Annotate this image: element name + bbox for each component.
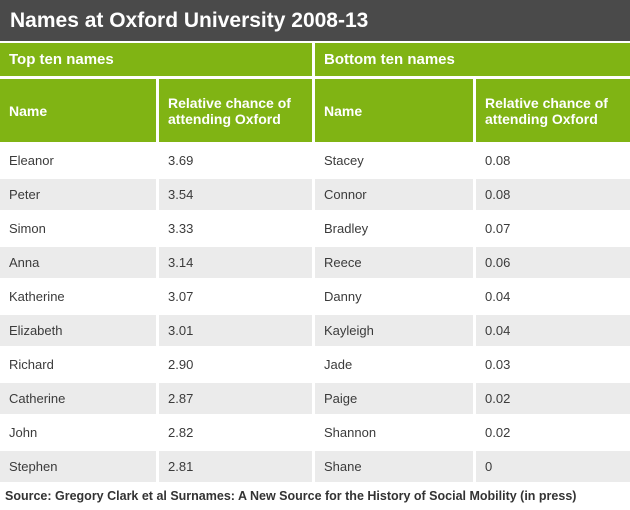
cell-top-name: Peter bbox=[0, 179, 156, 210]
cell-top-name: Elizabeth bbox=[0, 315, 156, 346]
cell-bottom-value: 0 bbox=[476, 451, 630, 482]
cell-top-value: 3.01 bbox=[159, 315, 312, 346]
column-header-chance-right: Relative chance of attending Oxford bbox=[476, 79, 630, 142]
cell-bottom-value: 0.04 bbox=[476, 281, 630, 312]
column-header-name-right: Name bbox=[315, 79, 473, 142]
section-header-top-ten: Top ten names bbox=[0, 43, 312, 76]
cell-top-value: 2.90 bbox=[159, 349, 312, 380]
cell-bottom-name: Reece bbox=[315, 247, 473, 278]
cell-bottom-name: Connor bbox=[315, 179, 473, 210]
cell-top-name: Katherine bbox=[0, 281, 156, 312]
cell-bottom-name: Stacey bbox=[315, 145, 473, 176]
cell-top-name: Catherine bbox=[0, 383, 156, 414]
cell-top-name: Richard bbox=[0, 349, 156, 380]
cell-top-value: 3.14 bbox=[159, 247, 312, 278]
cell-top-value: 3.33 bbox=[159, 213, 312, 244]
cell-top-value: 2.87 bbox=[159, 383, 312, 414]
cell-top-value: 2.81 bbox=[159, 451, 312, 482]
cell-bottom-name: Kayleigh bbox=[315, 315, 473, 346]
cell-bottom-value: 0.03 bbox=[476, 349, 630, 380]
cell-top-value: 3.54 bbox=[159, 179, 312, 210]
page-title: Names at Oxford University 2008-13 bbox=[10, 9, 369, 32]
cell-top-name: Anna bbox=[0, 247, 156, 278]
cell-bottom-name: Danny bbox=[315, 281, 473, 312]
cell-bottom-name: Shane bbox=[315, 451, 473, 482]
names-table: Top ten names Bottom ten names Name Rela… bbox=[0, 43, 630, 482]
cell-top-name: John bbox=[0, 417, 156, 448]
cell-top-name: Stephen bbox=[0, 451, 156, 482]
cell-bottom-value: 0.07 bbox=[476, 213, 630, 244]
cell-bottom-value: 0.02 bbox=[476, 383, 630, 414]
title-bar: Names at Oxford University 2008-13 bbox=[0, 0, 630, 41]
section-header-bottom-ten: Bottom ten names bbox=[315, 43, 630, 76]
cell-bottom-value: 0.08 bbox=[476, 145, 630, 176]
column-header-chance-left: Relative chance of attending Oxford bbox=[159, 79, 312, 142]
cell-bottom-value: 0.02 bbox=[476, 417, 630, 448]
cell-bottom-name: Shannon bbox=[315, 417, 473, 448]
cell-top-value: 3.07 bbox=[159, 281, 312, 312]
cell-top-name: Eleanor bbox=[0, 145, 156, 176]
cell-bottom-value: 0.04 bbox=[476, 315, 630, 346]
cell-bottom-name: Paige bbox=[315, 383, 473, 414]
cell-top-value: 2.82 bbox=[159, 417, 312, 448]
cell-top-value: 3.69 bbox=[159, 145, 312, 176]
cell-bottom-name: Jade bbox=[315, 349, 473, 380]
cell-top-name: Simon bbox=[0, 213, 156, 244]
cell-bottom-value: 0.08 bbox=[476, 179, 630, 210]
source-caption: Source: Gregory Clark et al Surnames: A … bbox=[5, 489, 577, 503]
cell-bottom-name: Bradley bbox=[315, 213, 473, 244]
cell-bottom-value: 0.06 bbox=[476, 247, 630, 278]
column-header-name-left: Name bbox=[0, 79, 156, 142]
